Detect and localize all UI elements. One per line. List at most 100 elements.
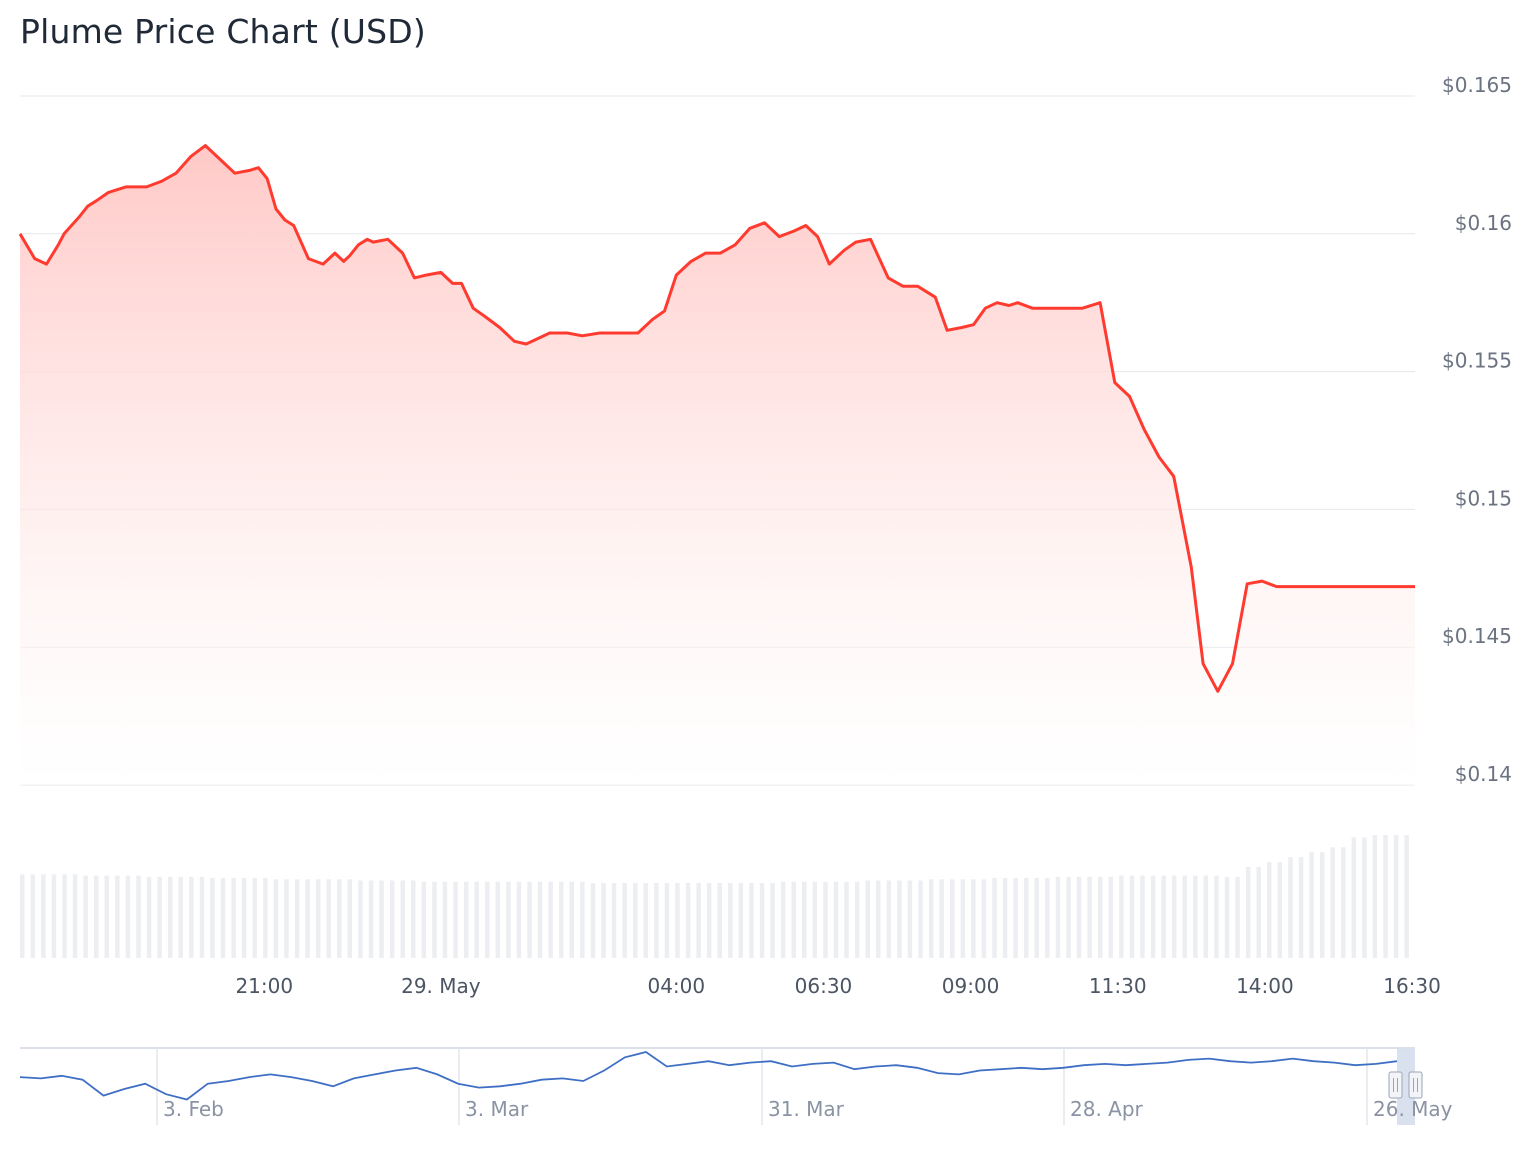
volume-bar: [389, 880, 395, 958]
volume-bar: [1224, 876, 1230, 958]
volume-bar: [1087, 876, 1092, 958]
x-tick-label: 11:30: [1089, 974, 1147, 998]
volume-bar: [1214, 875, 1219, 958]
volume-bar: [706, 883, 712, 958]
volume-bar: [1002, 878, 1008, 958]
volume-bar: [759, 883, 765, 958]
volume-bar: [1288, 857, 1293, 958]
y-tick-label: $0.16: [1455, 211, 1512, 235]
navigator[interactable]: 3. Feb 3. Mar 31. Mar 28. Apr 26. May: [19, 1047, 1453, 1125]
volume-bar: [770, 883, 775, 958]
volume-bar: [833, 881, 839, 958]
volume-bar: [411, 880, 416, 958]
y-tick-label: $0.155: [1442, 349, 1512, 373]
volume-bar: [157, 876, 162, 958]
volume-bar: [1024, 878, 1029, 958]
y-axis: $0.14 $0.145 $0.15 $0.155 $0.16 $0.165: [1442, 73, 1512, 786]
volume-bar: [749, 883, 754, 958]
volume-bar: [1013, 878, 1018, 958]
volume-bar: [569, 881, 574, 958]
volume-bar: [992, 878, 997, 958]
volume-bar: [1193, 875, 1198, 958]
y-tick-label: $0.14: [1455, 762, 1512, 786]
volume-bar: [241, 878, 247, 958]
volume-bar: [358, 880, 363, 958]
volume-bar: [115, 875, 120, 958]
y-tick-label: $0.165: [1442, 73, 1512, 97]
volume-bar: [1330, 847, 1335, 958]
volume-bar: [1235, 876, 1240, 958]
volume-bar: [72, 874, 78, 958]
volume-bar: [400, 880, 405, 958]
volume-bar: [897, 880, 902, 958]
volume-bar: [178, 876, 183, 958]
volume-bar: [1171, 875, 1177, 958]
volume-bar: [1098, 876, 1103, 958]
volume-bar: [1393, 835, 1399, 958]
volume-bar: [30, 874, 36, 958]
volume-bar: [559, 881, 564, 958]
volume-bar: [347, 879, 353, 958]
volume-bar: [1119, 875, 1124, 958]
volume-bar: [516, 881, 522, 958]
volume-bar: [1277, 862, 1283, 958]
volume-bar: [305, 879, 310, 958]
navigator-selection[interactable]: [1397, 1048, 1415, 1125]
volume-bar: [1256, 867, 1261, 958]
navigator-line: [19, 1051, 1398, 1101]
volume-bar: [1045, 878, 1050, 958]
volume-bar: [939, 879, 944, 958]
volume-bar: [1267, 862, 1272, 958]
volume-bar: [146, 876, 152, 958]
volume-bar: [125, 875, 131, 958]
volume-bar: [1140, 875, 1145, 958]
y-tick-label: $0.15: [1455, 486, 1512, 510]
volume-bar: [1108, 876, 1113, 958]
volume-bar: [432, 881, 437, 958]
volume-bars: [20, 835, 1409, 958]
volume-bar: [918, 880, 923, 958]
volume-bar: [738, 883, 744, 958]
volume-bar: [548, 881, 553, 958]
navigator-tick-label: 3. Mar: [465, 1097, 529, 1121]
volume-bar: [1319, 852, 1325, 958]
volume-bar: [685, 883, 691, 958]
volume-bar: [485, 881, 490, 958]
volume-bar: [189, 876, 194, 958]
volume-bar: [1129, 875, 1135, 958]
volume-bar: [527, 881, 532, 958]
volume-bar: [1245, 867, 1251, 958]
volume-bar: [876, 880, 881, 958]
navigator-labels: 3. Feb 3. Mar 31. Mar 28. Apr 26. May: [163, 1097, 1453, 1121]
volume-bar: [1066, 876, 1071, 958]
volume-bar: [643, 883, 648, 958]
volume-bar: [1351, 837, 1357, 958]
x-tick-label: 14:00: [1236, 974, 1294, 998]
volume-bar: [41, 874, 46, 958]
volume-bar: [1362, 837, 1367, 958]
volume-bar: [199, 876, 205, 958]
volume-bar: [326, 879, 331, 958]
volume-bar: [654, 883, 659, 958]
volume-bar: [1150, 875, 1156, 958]
volume-bar: [1076, 876, 1082, 958]
volume-bar: [20, 874, 25, 958]
volume-bar: [950, 879, 955, 958]
volume-bar: [220, 878, 226, 958]
volume-bar: [844, 881, 849, 958]
volume-bar: [886, 880, 892, 958]
volume-bar: [168, 876, 173, 958]
volume-bar: [960, 879, 966, 958]
volume-bar: [802, 881, 807, 958]
volume-bar: [231, 878, 236, 958]
volume-bar: [252, 878, 257, 958]
x-axis: 21:00 29. May 04:00 06:30 09:00 11:30 14:00 16:…: [235, 974, 1440, 998]
volume-bar: [273, 879, 279, 958]
volume-bar: [1298, 857, 1304, 958]
volume-bar: [537, 881, 543, 958]
volume-bar: [854, 881, 860, 958]
navigator-left-handle[interactable]: [1388, 1071, 1403, 1099]
volume-bar: [474, 881, 479, 958]
navigator-right-handle[interactable]: [1408, 1071, 1423, 1099]
